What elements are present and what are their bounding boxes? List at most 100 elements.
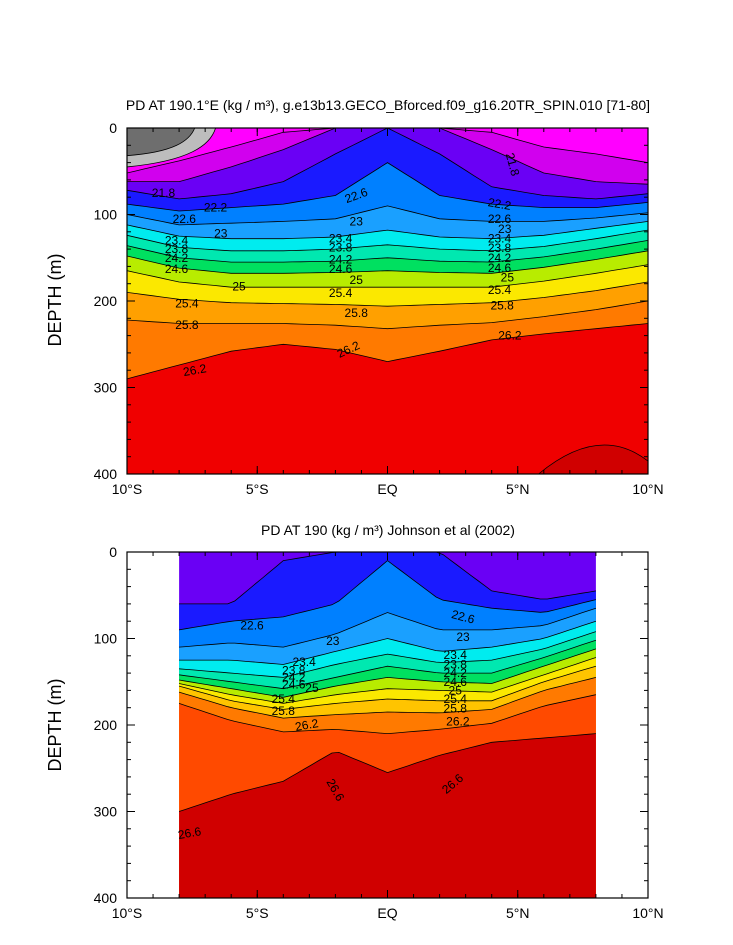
- isopycnal-line: [126, 300, 649, 330]
- contour-label: 24.6: [488, 261, 512, 275]
- isopycnal-line: [126, 323, 649, 380]
- contour-label: 24.6: [282, 677, 306, 691]
- x-tick-label: EQ: [377, 481, 397, 497]
- isopycnal-line: [126, 250, 649, 274]
- contour-label: 25.8: [490, 298, 514, 312]
- contour-label: 25.4: [444, 692, 468, 706]
- contour-label: 23: [456, 630, 470, 644]
- contour-label: 23.4: [329, 232, 353, 246]
- isopycnal-line: [178, 677, 597, 719]
- contour-label: 23: [350, 214, 364, 228]
- x-tick-label: 5°S: [246, 905, 269, 921]
- isopycnal-line: [179, 631, 597, 678]
- y-tick-label: 300: [94, 380, 118, 396]
- contour-label: 25: [305, 681, 319, 695]
- panel-1-title: PD AT 190.1°E (kg / m³), g.e13b13.GECO_B…: [126, 97, 650, 113]
- contour-label: 25.4: [488, 283, 512, 297]
- x-tick-label: 10°S: [112, 481, 143, 497]
- isopycnal-line: [179, 648, 597, 698]
- contour-label: 22.2: [487, 195, 513, 213]
- y-tick-label: 0: [109, 120, 117, 136]
- contour-label: 23: [498, 222, 512, 236]
- y-tick-label: 300: [94, 804, 118, 820]
- isopycnal-line: [179, 560, 596, 631]
- contour-label: 25.8: [444, 702, 468, 716]
- contour-label: 23.8: [488, 241, 512, 255]
- contour-label: 22.6: [173, 212, 197, 226]
- y-tick-label: 200: [94, 717, 118, 733]
- isopycnal-line: [179, 607, 597, 648]
- contour-label: 26.2: [182, 361, 208, 379]
- isopycnal-line: [126, 221, 649, 240]
- contour-label: 23.8: [329, 240, 353, 254]
- density-band: [127, 323, 648, 474]
- y-tick-label: 100: [94, 631, 118, 647]
- contour-label: 22.6: [488, 212, 512, 226]
- density-band: [179, 733, 596, 898]
- contour-label: 26.2: [498, 329, 522, 343]
- contour-label: 23: [326, 634, 340, 648]
- contour-label: 24.6: [444, 675, 468, 689]
- contour-label: 26.2: [446, 715, 470, 729]
- x-tick-label: 5°N: [506, 481, 530, 497]
- isopycnal-line: [126, 281, 649, 307]
- contour-label: 25: [501, 271, 515, 285]
- panel-1-plot-area: 21.822.222.62323.423.824.224.62525.425.8…: [94, 120, 664, 497]
- x-tick-label: EQ: [377, 905, 397, 921]
- x-tick-label: 10°N: [632, 905, 663, 921]
- contour-label: 21.8: [152, 186, 176, 200]
- contour-label: 24.2: [282, 670, 306, 684]
- contour-label: 22.6: [240, 619, 264, 633]
- contour-label: 25.4: [329, 286, 353, 300]
- x-tick-label: 5°N: [506, 905, 530, 921]
- isopycnal-line: [178, 694, 596, 735]
- contour-label: 24.2: [165, 251, 189, 265]
- x-tick-label: 10°S: [112, 905, 143, 921]
- contour-label: 23.4: [488, 232, 512, 246]
- isopycnal-line: [179, 639, 597, 690]
- isopycnal-line: [178, 733, 596, 812]
- y-tick-label: 0: [109, 544, 117, 560]
- y-tick-label: 200: [94, 293, 118, 309]
- contour-label: 25.8: [272, 704, 296, 718]
- panel-2-y-axis-label: DEPTH (m): [45, 679, 65, 772]
- y-tick-label: 400: [94, 466, 118, 482]
- isopycnal-line: [126, 162, 649, 212]
- contour-label: 24.2: [329, 252, 353, 266]
- contour-label: 25.4: [175, 297, 199, 311]
- density-band: [126, 127, 196, 157]
- contour-label: 25.8: [345, 306, 369, 320]
- contour-label: 26.2: [294, 716, 320, 734]
- isopycnal-line: [178, 665, 597, 710]
- isopycnal-line: [179, 620, 597, 665]
- contour-label: 25: [449, 683, 463, 697]
- y-tick-label: 100: [94, 207, 118, 223]
- panel-2-title: PD AT 190 (kg / m³) Johnson et al (2002): [261, 522, 515, 538]
- panel-observations: PD AT 190 (kg / m³) Johnson et al (2002)…: [45, 522, 664, 921]
- contour-label: 25.8: [175, 318, 199, 332]
- isopycnal-line: [126, 264, 649, 288]
- y-tick-label: 400: [94, 890, 118, 906]
- contour-label: 23.8: [282, 664, 306, 678]
- contour-label: 25.4: [272, 692, 296, 706]
- x-tick-label: 5°S: [246, 481, 269, 497]
- isopycnal-line: [179, 657, 597, 704]
- panel-model: PD AT 190.1°E (kg / m³), g.e13b13.GECO_B…: [45, 97, 664, 497]
- contour-label: 23.4: [444, 648, 468, 662]
- contour-label: 22.6: [450, 607, 476, 627]
- contour-label: 24.6: [165, 262, 189, 276]
- contour-label: 23.8: [165, 242, 189, 256]
- isopycnal-line: [126, 205, 649, 226]
- contour-label: 23.4: [292, 655, 316, 669]
- contour-label: 23: [214, 227, 228, 241]
- contour-label: 24.2: [488, 251, 512, 265]
- contour-label: 22.2: [204, 201, 228, 215]
- contour-label: 24.2: [444, 666, 468, 680]
- contour-label: 21.8: [503, 151, 523, 177]
- x-tick-label: 10°N: [632, 481, 663, 497]
- contour-label: 23.4: [165, 233, 189, 247]
- contour-label: 25: [232, 279, 246, 293]
- contour-label: 26.6: [177, 824, 203, 842]
